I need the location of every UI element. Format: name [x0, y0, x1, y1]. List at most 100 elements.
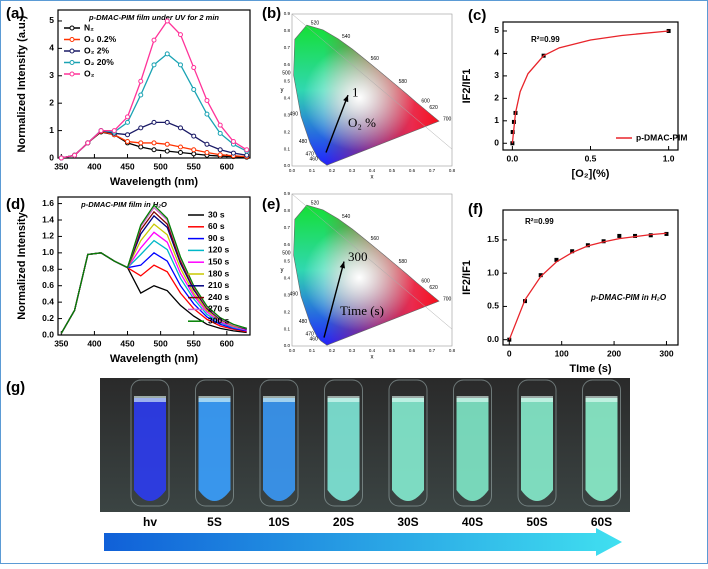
y-tick-label: 0.8	[42, 264, 54, 274]
y-tick-label: 2	[49, 97, 54, 107]
plot-frame	[57, 9, 251, 159]
vial-label: 60S	[591, 515, 612, 529]
data-point	[191, 133, 197, 139]
data-point	[204, 141, 210, 147]
x-tick-label: 0.0	[506, 153, 518, 163]
x-tick-label: 0.7	[429, 168, 436, 173]
y-tick-label: 0.0	[284, 343, 291, 348]
vial-label: 10S	[268, 515, 289, 529]
data-point	[98, 128, 104, 134]
annotation: R²=0.99	[531, 35, 560, 44]
series-line	[508, 232, 667, 340]
trend-arrow	[323, 261, 345, 338]
y-axis-label: y	[281, 268, 284, 274]
x-tick-label: 0.5	[585, 153, 597, 163]
x-tick-label: 200	[607, 348, 621, 358]
chart-panel: (c) 0.0 0.5 1.0 0 1 2 3 4 5 [O₂](%) IF2/IF1 R²=0.99 p…	[461, 7, 688, 180]
data-point	[217, 147, 223, 153]
x-tick-label: 0.3	[349, 168, 356, 173]
vial-label: 30S	[397, 515, 418, 529]
vial-liquid	[392, 398, 424, 501]
y-tick-label: 0.4	[284, 96, 291, 101]
wavelength-label: 560	[371, 236, 380, 242]
data-point	[125, 114, 131, 120]
wavelength-label: 470	[305, 332, 314, 338]
vial-liquid	[327, 398, 360, 501]
x-tick-label: 450	[120, 161, 134, 171]
x-tick-label: 0	[507, 348, 512, 358]
data-point	[217, 122, 223, 128]
vial-meniscus	[521, 396, 553, 402]
diagonal	[291, 13, 453, 150]
wavelength-label: 620	[429, 105, 438, 111]
vial-liquid	[263, 398, 295, 501]
vial-glass	[259, 379, 299, 507]
x-tick-label: 0.6	[409, 348, 416, 353]
wavelength-label: 470	[305, 152, 314, 158]
y-tick-label: 1.2	[42, 231, 54, 241]
y-axis-label: Normalized Intensity	[16, 211, 28, 319]
y-tick-label: 4	[494, 48, 499, 58]
x-tick-label: 350	[54, 161, 68, 171]
x-axis-label: TIme (s)	[569, 363, 612, 375]
y-tick-label: 0	[49, 152, 54, 162]
data-point	[125, 132, 131, 138]
data-point	[191, 147, 197, 153]
vial-meniscus	[263, 396, 295, 402]
x-axis-label: [O₂](%)	[572, 168, 610, 180]
y-tick-label: 1.6	[42, 198, 54, 208]
data-point	[617, 233, 622, 238]
legend-label: 120 s	[208, 245, 230, 255]
y-tick-label: 0.0	[487, 334, 499, 344]
wavelength-label: 700	[443, 117, 452, 123]
x-tick-label: 0.4	[369, 168, 376, 173]
wavelength-label: 600	[421, 279, 430, 285]
wavelength-label: 460	[309, 336, 318, 342]
x-tick-label: 1.0	[663, 153, 675, 163]
x-tick-label: 600	[220, 161, 234, 171]
wavelength-label: 480	[299, 139, 308, 145]
legend-label: 240 s	[208, 292, 230, 302]
y-tick-label: 0.4	[42, 296, 54, 306]
data-point	[151, 37, 157, 43]
vial-label: 20S	[333, 515, 354, 529]
wavelength-label: 540	[342, 214, 351, 220]
y-tick-label: 0.7	[284, 225, 291, 230]
data-point	[244, 147, 250, 153]
vial-meniscus	[456, 396, 489, 402]
data-point	[510, 130, 515, 135]
x-tick-label: 500	[154, 161, 168, 171]
vial-liquid	[198, 398, 231, 501]
y-tick-label: 3	[49, 70, 54, 80]
annotation: R²=0.99	[525, 217, 554, 226]
data-point	[570, 249, 575, 254]
legend-marker	[69, 37, 75, 42]
wavelength-label: 580	[399, 259, 408, 265]
panel-label: (e)	[262, 196, 280, 213]
series-line	[60, 204, 247, 334]
data-point	[138, 125, 144, 131]
legend-label: 180 s	[208, 268, 230, 278]
data-point	[138, 78, 144, 84]
data-point	[177, 144, 183, 150]
y-axis-label: IF2/IF1	[461, 260, 473, 295]
y-tick-label: 4	[49, 43, 54, 53]
data-point	[138, 140, 144, 146]
data-point	[217, 152, 223, 158]
data-point	[138, 144, 144, 150]
x-tick-label: 0.4	[369, 348, 376, 353]
y-tick-label: 0.2	[284, 309, 291, 314]
x-tick-label: 100	[555, 348, 569, 358]
y-tick-label: 5	[494, 25, 499, 35]
y-tick-label: 1.0	[487, 267, 499, 277]
chart-panel: (d) 350 400 450 500 550 600 0.0 0.2 0.4 0.6 0.8 1.0 1…	[6, 196, 251, 365]
panel-label: (a)	[6, 5, 24, 22]
data-point	[648, 233, 653, 238]
vial-liquid	[134, 398, 166, 501]
y-tick-label: 0.5	[284, 259, 291, 264]
data-point	[177, 125, 183, 131]
photo-panel: (g) hv 5S 10S 20S 30S 40S 50S 60S	[6, 378, 630, 556]
vial-meniscus	[585, 396, 618, 402]
x-axis-label: Wavelength (nm)	[110, 176, 199, 188]
